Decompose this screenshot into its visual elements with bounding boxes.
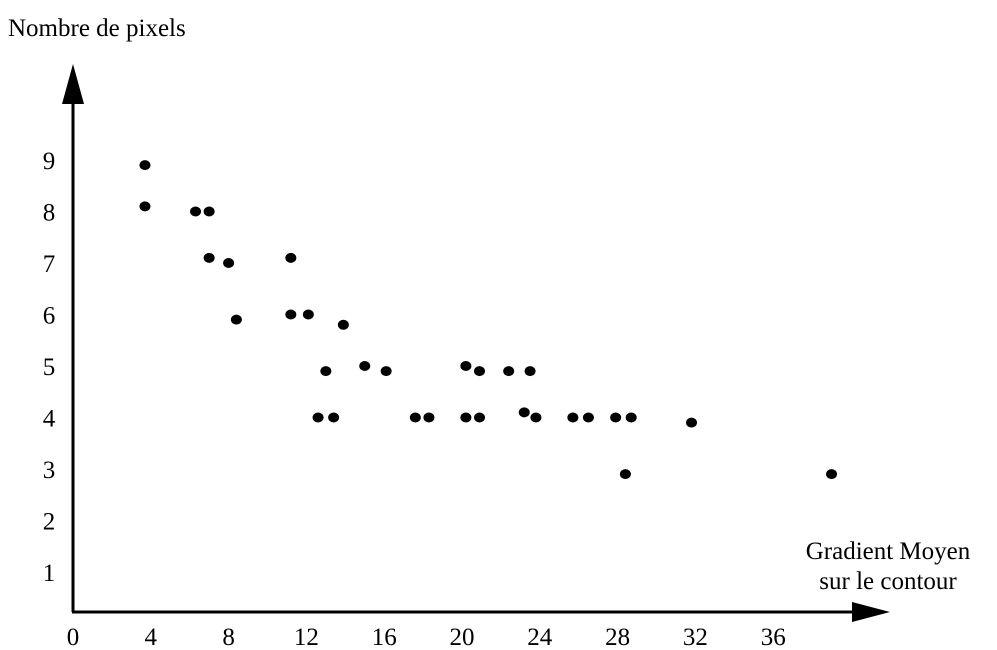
- x-tick-label: 24: [527, 624, 553, 650]
- x-axis-arrowhead: [852, 602, 890, 622]
- data-point: [582, 412, 594, 423]
- x-tick-label: 16: [372, 624, 397, 650]
- data-point: [337, 319, 349, 330]
- data-point: [423, 412, 435, 423]
- data-point: [567, 412, 579, 423]
- y-tick-label: 2: [43, 509, 56, 536]
- data-point: [460, 361, 472, 371]
- x-tick-labels: 0 4 8 12 16 20 24 28 32 36: [67, 624, 786, 650]
- x-tick-label: 4: [145, 624, 158, 650]
- data-point: [474, 412, 486, 423]
- y-tick-label: 6: [43, 303, 56, 330]
- x-tick-label: 20: [450, 624, 475, 650]
- data-point: [359, 361, 371, 371]
- data-point: [530, 412, 542, 423]
- x-tick-label: 0: [67, 624, 80, 650]
- y-tick-label: 3: [43, 457, 56, 484]
- data-point: [139, 160, 151, 171]
- y-tick-label: 8: [43, 200, 56, 227]
- data-point: [312, 412, 324, 423]
- data-point: [619, 469, 631, 480]
- data-point: [474, 366, 486, 377]
- data-point: [380, 366, 392, 377]
- data-point: [503, 366, 515, 377]
- y-tick-label: 1: [43, 560, 56, 587]
- y-tick-label: 4: [43, 406, 56, 433]
- data-point: [139, 201, 151, 212]
- data-point: [230, 314, 242, 325]
- data-point: [518, 407, 530, 418]
- x-axis-title-line-2: sur le contour: [819, 568, 957, 595]
- data-point: [223, 258, 235, 268]
- data-point: [190, 206, 202, 217]
- data-point: [203, 252, 215, 263]
- data-point: [285, 309, 297, 320]
- data-point: [302, 309, 314, 320]
- data-point: [409, 412, 421, 423]
- y-tick-label: 7: [43, 251, 56, 278]
- data-points: [139, 160, 838, 480]
- data-point: [203, 206, 215, 217]
- data-point: [328, 412, 340, 423]
- x-tick-label: 8: [222, 624, 235, 650]
- data-point: [686, 417, 698, 428]
- data-point: [524, 366, 536, 377]
- data-point: [826, 469, 838, 480]
- y-axis-title: Nombre de pixels: [8, 15, 186, 42]
- data-point: [285, 252, 297, 263]
- data-point: [625, 412, 637, 423]
- x-tick-label: 28: [605, 624, 630, 650]
- data-point: [320, 366, 332, 377]
- data-point: [460, 412, 472, 423]
- y-tick-label: 9: [43, 148, 56, 175]
- data-point: [610, 412, 622, 423]
- y-tick-label: 5: [43, 354, 56, 381]
- x-tick-label: 36: [761, 624, 786, 650]
- x-tick-label: 32: [683, 624, 708, 650]
- x-axis-title-line-1: Gradient Moyen: [806, 538, 971, 565]
- y-tick-labels: 1 2 3 4 5 6 7 8 9: [43, 148, 56, 587]
- x-tick-label: 12: [294, 624, 319, 650]
- y-axis-arrowhead: [62, 64, 84, 104]
